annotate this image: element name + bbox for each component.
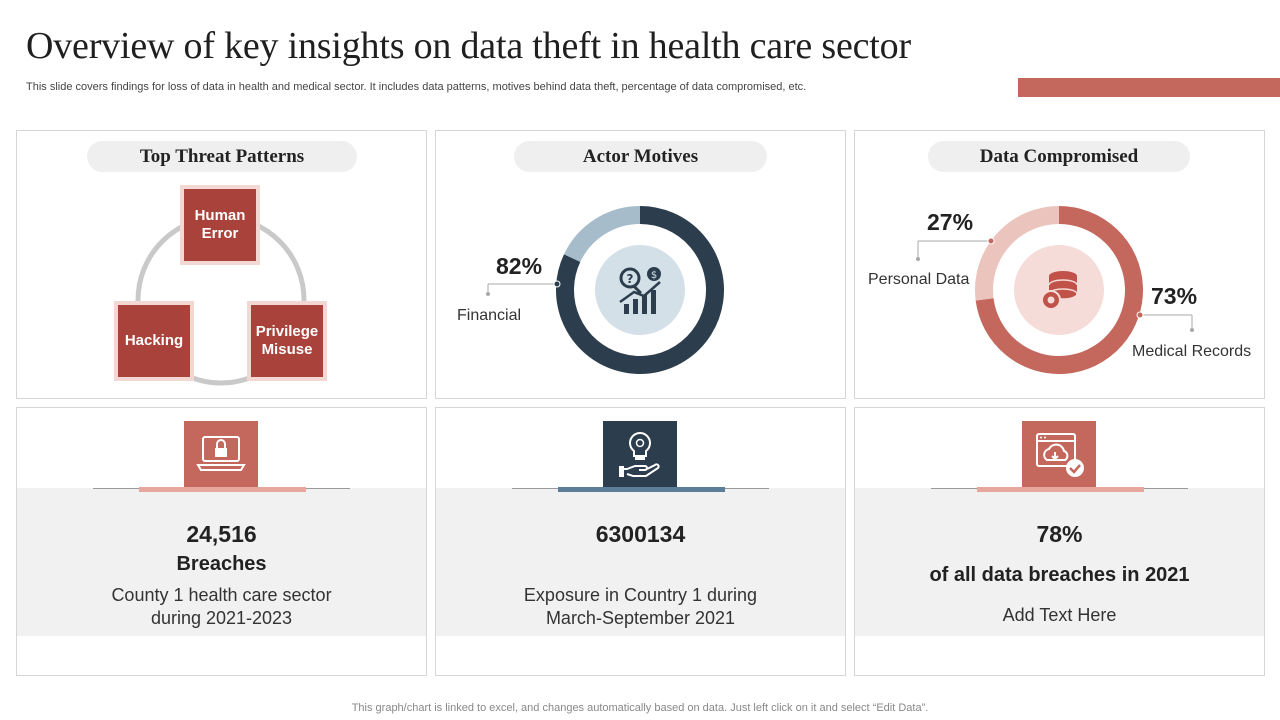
stat-number: 6300134 xyxy=(595,521,686,547)
stat-desc-line1: Exposure in Country 1 during xyxy=(523,585,758,605)
threat-privilege-misuse: Privilege Misuse xyxy=(247,301,327,381)
stat-desc-line1: Add Text Here xyxy=(1002,605,1117,625)
stat-card-percent: 78% of all data breaches in 2021 Add Tex… xyxy=(854,407,1265,676)
stat-desc-line2: March-September 2021 xyxy=(545,608,736,628)
medical-percent: 73% xyxy=(1151,283,1198,309)
stat-number: 24,516 xyxy=(186,521,257,547)
actor-motives-heading: Actor Motives xyxy=(514,141,767,172)
page-title: Overview of key insights on data theft i… xyxy=(26,25,911,67)
stat-desc-line1: County 1 health care sector xyxy=(111,585,332,605)
personal-percent: 27% xyxy=(927,209,974,235)
stat-bold-label: Breaches xyxy=(176,553,267,575)
database-gear-icon xyxy=(1041,271,1078,310)
actor-motives-card: Actor Motives ? $ 82% Financial xyxy=(435,130,846,399)
data-compromised-card: Data Compromised 27% Personal Data 73% M… xyxy=(854,130,1265,399)
stat-bold-label: of all data breaches in 2021 xyxy=(929,564,1190,586)
stat-card-breaches: 24,516 Breaches County 1 health care sec… xyxy=(16,407,427,676)
motives-label: Financial xyxy=(457,307,522,324)
cloud-browser-icon xyxy=(1022,421,1096,487)
threat-cycle-ring xyxy=(135,214,307,386)
medical-label: Medical Records xyxy=(1132,343,1252,360)
personal-label: Personal Data xyxy=(868,271,970,288)
analytics-icon: ? $ xyxy=(619,267,661,314)
laptop-lock-icon xyxy=(184,421,258,487)
motives-percent: 82% xyxy=(496,253,543,279)
motives-donut: ? $ xyxy=(486,206,724,374)
page-subtitle: This slide covers findings for loss of d… xyxy=(26,81,807,93)
motives-segment-other xyxy=(563,206,641,263)
motives-segment-financial xyxy=(556,206,724,374)
accent-bar xyxy=(1018,78,1280,97)
stat-card-exposure: 6300134 Exposure in Country 1 during Mar… xyxy=(435,407,846,676)
threat-patterns-heading: Top Threat Patterns xyxy=(87,141,357,172)
stat-desc-line2: during 2021-2023 xyxy=(150,608,293,628)
threat-patterns-card: Top Threat Patterns Human Error Hacking … xyxy=(16,130,427,399)
stat-number: 78% xyxy=(1036,521,1083,547)
idea-hand-icon xyxy=(603,421,677,487)
compromised-segment-medical xyxy=(975,206,1143,374)
compromised-donut xyxy=(916,206,1194,374)
threat-hacking: Hacking xyxy=(114,301,194,381)
svg-text:$: $ xyxy=(651,270,657,281)
footer-note: This graph/chart is linked to excel, and… xyxy=(351,702,929,714)
svg-text:?: ? xyxy=(627,272,634,286)
threat-human-error: Human Error xyxy=(180,185,260,265)
data-compromised-heading: Data Compromised xyxy=(928,141,1190,172)
compromised-segment-personal xyxy=(975,206,1060,301)
